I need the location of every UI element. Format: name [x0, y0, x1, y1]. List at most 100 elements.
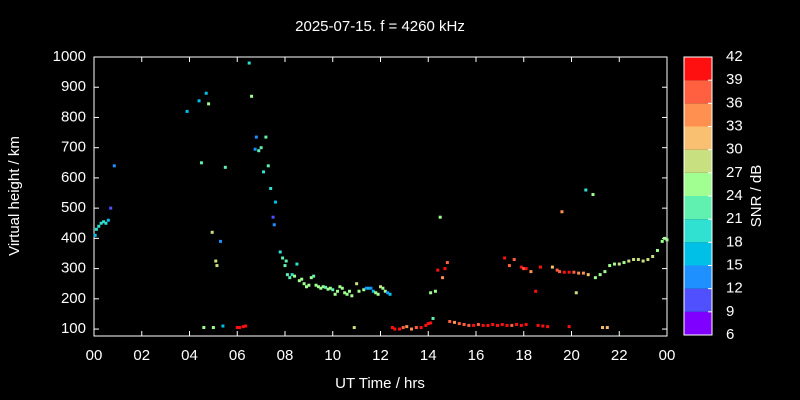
data-point — [345, 292, 349, 296]
colorbar-tick-label: 36 — [726, 94, 743, 111]
data-point — [555, 268, 559, 272]
data-point — [495, 323, 499, 327]
colorbar-band — [684, 103, 712, 127]
data-point — [398, 327, 402, 331]
colorbar-band — [684, 219, 712, 243]
data-point — [262, 170, 266, 174]
data-point — [608, 264, 612, 268]
data-point — [593, 276, 597, 280]
data-point — [390, 326, 394, 330]
data-point — [524, 323, 528, 327]
data-point — [215, 264, 219, 268]
y-tick-label: 600 — [61, 169, 86, 186]
x-tick-label: 20 — [563, 347, 580, 364]
data-point — [362, 288, 366, 292]
colorbar-band — [684, 126, 712, 150]
data-point — [586, 273, 590, 277]
data-point — [285, 273, 289, 277]
data-point — [414, 326, 418, 330]
data-point — [453, 320, 457, 324]
data-point — [419, 326, 423, 330]
data-point — [211, 326, 215, 330]
data-point — [519, 265, 523, 269]
data-point — [316, 285, 320, 289]
data-point — [238, 326, 242, 330]
colorbar-band — [684, 311, 712, 335]
colorbar-band — [684, 242, 712, 266]
data-point — [558, 270, 562, 274]
data-point — [655, 248, 659, 252]
data-point — [307, 283, 311, 287]
data-point — [374, 291, 378, 295]
colorbar-band — [684, 288, 712, 312]
y-tick-label: 500 — [61, 199, 86, 216]
data-point — [512, 258, 516, 262]
data-point — [472, 323, 476, 327]
data-point — [210, 230, 214, 234]
data-point — [297, 279, 301, 283]
data-point — [352, 326, 356, 330]
data-point — [572, 270, 576, 274]
colorbar-label: SNR / dB — [748, 165, 765, 228]
x-tick-label: 00 — [659, 347, 676, 364]
data-point — [591, 193, 595, 197]
data-point — [369, 286, 373, 290]
y-tick-label: 200 — [61, 290, 86, 307]
data-point — [309, 276, 313, 280]
data-point — [541, 324, 545, 328]
data-point — [601, 326, 605, 330]
data-point — [410, 327, 414, 331]
data-point — [314, 283, 318, 287]
colorbar-tick-label: 15 — [726, 256, 743, 273]
colorbar-tick-label: 39 — [726, 71, 743, 88]
data-point — [250, 94, 254, 98]
data-point — [312, 274, 316, 278]
x-tick-label: 00 — [86, 347, 103, 364]
data-point — [663, 236, 667, 240]
data-point — [651, 255, 655, 259]
data-point — [371, 289, 375, 293]
data-point — [264, 135, 268, 139]
data-point — [336, 289, 340, 293]
data-point — [288, 276, 292, 280]
colorbar-band — [684, 265, 712, 289]
data-point — [254, 135, 258, 139]
data-point — [271, 215, 275, 219]
colorbar-tick-label: 27 — [726, 164, 743, 181]
data-point — [445, 261, 449, 265]
data-point — [546, 325, 550, 329]
data-point — [295, 262, 299, 266]
data-point — [457, 322, 461, 326]
colorbar-tick-label: 42 — [726, 48, 743, 65]
colorbar-tick-label: 21 — [726, 210, 743, 227]
colorbar-band — [684, 149, 712, 173]
data-point — [519, 323, 523, 327]
y-tick-label: 300 — [61, 260, 86, 277]
data-point — [441, 276, 445, 280]
y-tick-label: 100 — [61, 320, 86, 337]
y-tick-label: 700 — [61, 139, 86, 156]
data-point — [581, 271, 585, 275]
data-point — [636, 258, 640, 262]
data-point — [405, 325, 409, 329]
x-tick-label: 10 — [324, 347, 341, 364]
data-point — [214, 259, 218, 263]
data-point — [364, 286, 368, 290]
data-point — [259, 146, 263, 150]
data-point — [326, 287, 330, 291]
data-point — [219, 239, 223, 243]
data-point — [350, 294, 354, 298]
data-point — [522, 267, 526, 271]
data-point — [433, 289, 437, 293]
data-point — [603, 270, 607, 274]
colorbar-band — [684, 172, 712, 196]
data-point — [550, 265, 554, 269]
data-point — [536, 323, 540, 327]
y-tick-label: 1000 — [53, 48, 86, 65]
data-point — [462, 323, 466, 327]
data-point — [467, 323, 471, 327]
x-tick-label: 12 — [372, 347, 389, 364]
data-point — [343, 291, 347, 295]
